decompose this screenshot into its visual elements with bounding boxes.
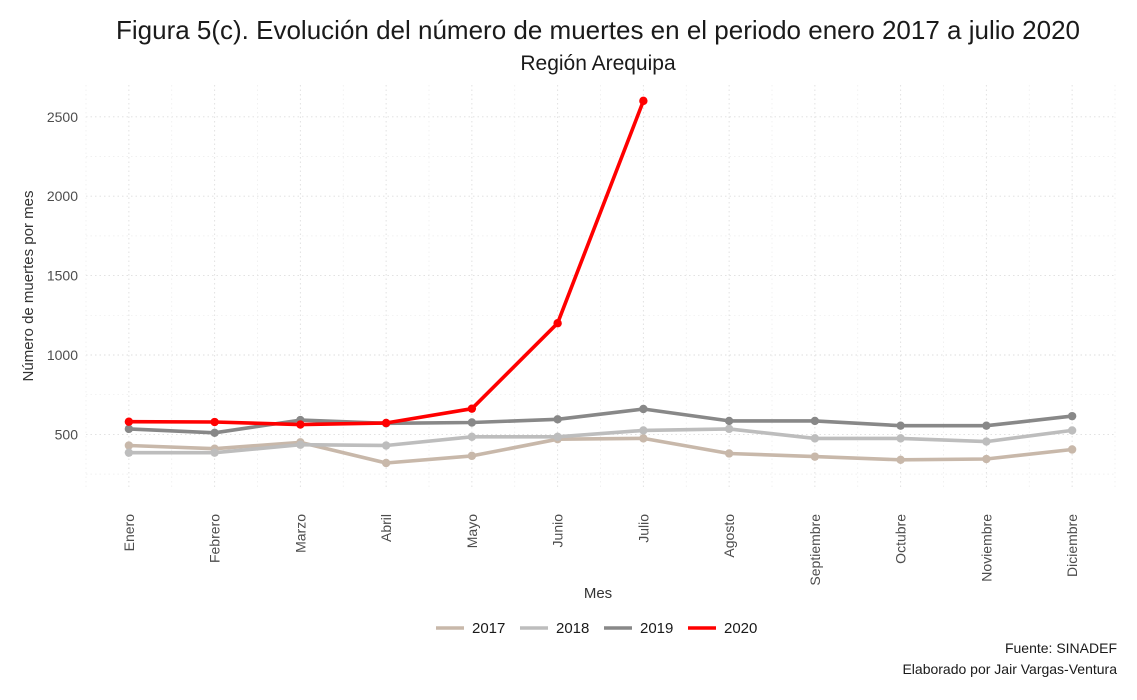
x-tick-label: Febrero [207, 514, 223, 563]
y-tick-label: 500 [55, 426, 79, 442]
data-point-2020 [210, 417, 219, 427]
y-tick-label: 1500 [47, 268, 78, 284]
data-point-2018 [467, 432, 477, 441]
chart-title: Figura 5(c). Evolución del número de mue… [116, 15, 1080, 45]
data-point-2018 [1067, 426, 1077, 435]
series-2020 [124, 96, 648, 429]
x-tick-label: Noviembre [978, 514, 994, 582]
data-point-2020 [553, 319, 562, 328]
data-point-2018 [210, 448, 219, 457]
series-group [124, 96, 1077, 468]
caption-source: Fuente: SINADEF [1005, 640, 1117, 656]
y-axis-title: Número de muertes por mes [20, 191, 37, 382]
series-line-2018 [127, 427, 1074, 455]
data-point-2017 [124, 441, 134, 450]
series-2017 [124, 434, 1077, 468]
data-point-2017 [982, 454, 991, 464]
x-tick-label: Septiembre [807, 514, 823, 586]
legend-label-2020: 2020 [724, 620, 757, 637]
data-point-2020 [639, 96, 648, 106]
data-point-2019 [467, 418, 477, 427]
legend-label-2017: 2017 [472, 620, 505, 637]
legend: 2017 2018 2019 2020 [436, 620, 757, 637]
data-point-2018 [553, 432, 562, 441]
series-2019 [124, 404, 1077, 438]
data-point-2018 [724, 424, 734, 434]
data-point-2017 [810, 452, 820, 461]
x-tick-label: Agosto [721, 514, 737, 558]
x-tick-label: Octubre [893, 514, 909, 564]
data-point-2018 [982, 437, 991, 446]
series-line-2017 [127, 436, 1074, 465]
x-tick-label: Julio [635, 514, 651, 543]
y-tick-label: 2500 [47, 109, 78, 125]
x-tick-label: Mayo [464, 514, 480, 548]
data-point-2017 [896, 455, 905, 465]
data-point-2017 [381, 458, 391, 468]
data-point-2019 [896, 421, 905, 430]
data-point-2019 [724, 416, 734, 426]
series-2018 [124, 424, 1077, 457]
data-point-2020 [296, 420, 305, 429]
data-point-2019 [553, 415, 562, 424]
y-tick-label: 1000 [47, 347, 78, 363]
data-point-2018 [124, 448, 134, 457]
x-tick-label: Abril [378, 514, 394, 542]
data-point-2019 [210, 428, 219, 438]
data-point-2018 [810, 434, 820, 443]
data-point-2019 [124, 424, 134, 434]
caption-author: Elaborado por Jair Vargas-Ventura [902, 661, 1117, 677]
data-point-2020 [124, 417, 134, 426]
data-point-2019 [982, 421, 991, 430]
axis-ticks: 500 1000 1500 2000 2500 Enero Febrero Marzo Abri… [47, 109, 1080, 586]
x-tick-label: Diciembre [1064, 514, 1080, 577]
chart-subtitle: Región Arequipa [520, 52, 676, 75]
data-point-2020 [467, 404, 477, 413]
data-point-2019 [1067, 411, 1077, 421]
data-point-2017 [1067, 445, 1077, 454]
data-point-2019 [639, 404, 648, 414]
data-point-2019 [810, 416, 820, 426]
data-point-2017 [467, 451, 477, 461]
x-tick-label: Marzo [292, 514, 308, 553]
data-point-2017 [639, 434, 648, 443]
x-tick-label: Junio [550, 514, 566, 548]
data-point-2017 [724, 449, 734, 458]
data-point-2018 [296, 440, 305, 449]
data-point-2018 [381, 441, 391, 450]
legend-label-2019: 2019 [640, 620, 673, 637]
legend-label-2018: 2018 [556, 620, 589, 637]
x-axis-title: Mes [584, 585, 612, 602]
y-tick-label: 2000 [47, 188, 78, 204]
data-point-2020 [381, 418, 391, 428]
data-point-2018 [896, 434, 905, 443]
series-line-2019 [127, 407, 1074, 435]
data-point-2018 [639, 426, 648, 435]
x-tick-label: Enero [121, 514, 137, 552]
